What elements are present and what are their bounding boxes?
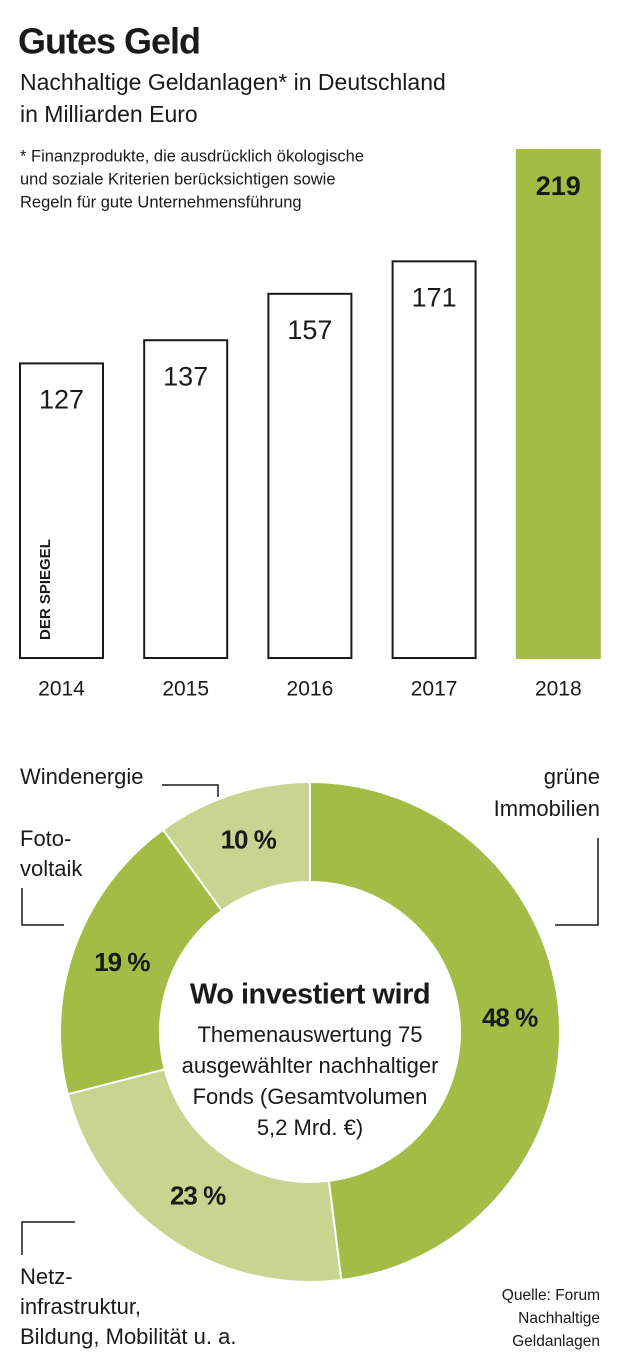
value-label: 171 [412,282,457,312]
footnote: und soziale Kriterien berücksichtigen so… [20,170,336,188]
bar [391,260,477,659]
slice-label: Windenergie [20,764,144,789]
slice-label: grüne [544,764,600,789]
value-label: 137 [163,361,208,391]
slice-label: infrastruktur, [20,1294,141,1319]
category-label: 2017 [411,678,458,701]
title: Gutes Geld [18,21,200,62]
bar [143,339,229,659]
center-subtitle: Themenauswertung 75 [197,1022,422,1047]
center-subtitle: Fonds (Gesamtvolumen [193,1084,428,1109]
category-label: 2016 [287,678,334,701]
leader-line [21,1221,75,1255]
value-label: 219 [536,171,581,201]
center-subtitle: ausgewählter nachhaltiger [182,1053,439,1078]
source: Geldanlagen [512,1333,600,1350]
category-label: 2014 [38,678,85,701]
value-label: 157 [287,315,332,345]
slice-label: Bildung, Mobilität u. a. [20,1324,236,1349]
subtitle: in Milliarden Euro [20,101,198,127]
percent-label: 19 % [94,947,150,977]
slice-label: voltaik [20,856,83,881]
value-label: 127 [39,385,84,415]
source: Nachhaltige [518,1310,600,1327]
percent-label: 48 % [482,1002,538,1032]
slice-label: Immobilien [494,796,600,821]
footnote: Regeln für gute Unternehmensführung [20,193,302,211]
donut-slice [161,780,311,913]
donut-slice [66,1068,343,1283]
center-subtitle: 5,2 Mrd. €) [257,1115,363,1140]
category-label: 2018 [535,678,582,701]
center-title: Wo investiert wird [190,979,430,1011]
watermark: DER SPIEGEL [37,539,54,640]
donut-slice [309,780,561,1282]
leader-line [162,784,219,797]
percent-label: 23 % [170,1180,226,1210]
bar [515,149,601,659]
source: Quelle: Forum [502,1287,600,1304]
bar [267,292,353,659]
leader-line [555,838,599,926]
slice-label: Netz- [20,1264,73,1289]
slice-label: Foto- [20,826,71,851]
donut-slice [59,828,224,1096]
category-label: 2015 [162,678,209,701]
subtitle: Nachhaltige Geldanlagen* in Deutschland [20,69,446,95]
percent-label: 10 % [221,825,277,855]
footnote: * Finanzprodukte, die ausdrücklich ökolo… [20,147,364,165]
leader-line [21,888,64,926]
bar [19,362,104,659]
